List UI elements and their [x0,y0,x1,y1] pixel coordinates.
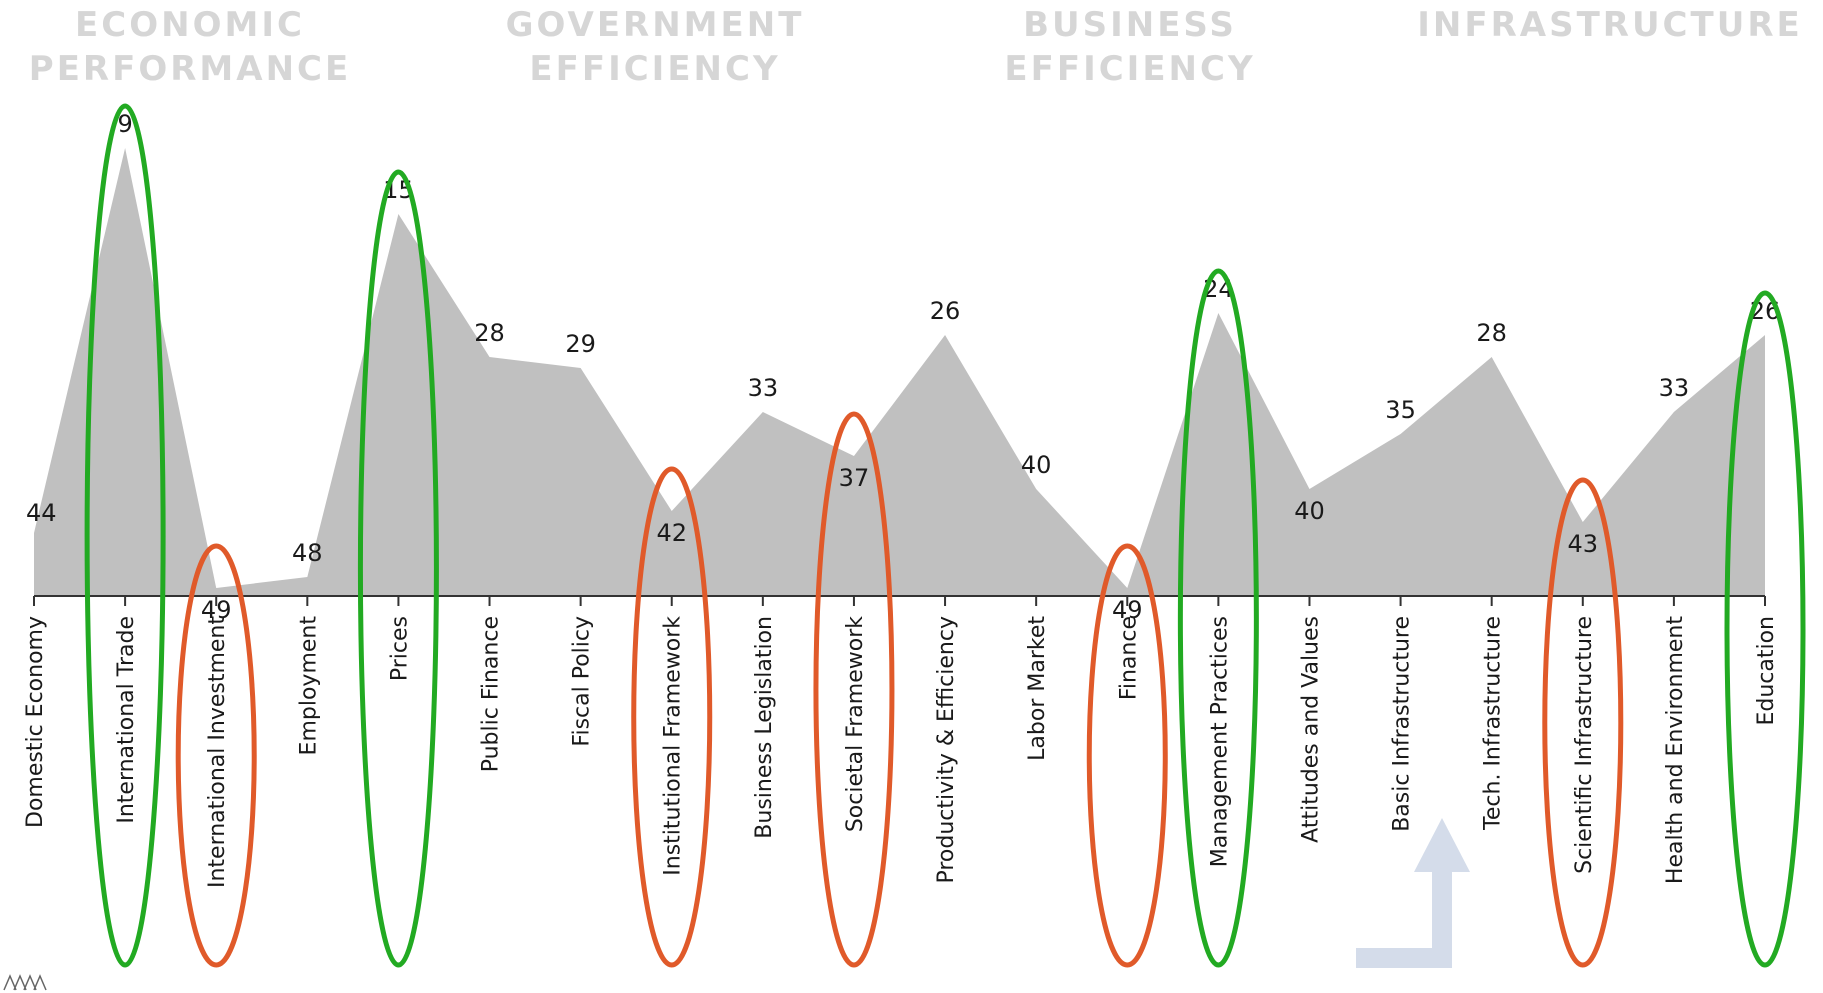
factor-header-economic-line2: PERFORMANCE [29,49,351,89]
weakness-highlight-ellipse [813,411,895,968]
value-label: 28 [1476,319,1507,347]
category-label: Fiscal Policy [570,616,595,747]
value-label: 42 [656,519,687,547]
value-label: 28 [474,319,505,347]
factor-header-government-line2: EFFICIENCY [529,49,780,89]
category-label: Societal Framework [843,616,868,832]
category-label: Management Practices [1207,616,1232,867]
value-label: 44 [26,499,57,527]
category-label: Education [1754,616,1779,726]
strength-highlight-ellipse [1177,268,1259,968]
value-label: 33 [748,374,779,402]
category-label: Prices [387,616,412,681]
category-labels: Domestic Economy International Trade Inter… [23,616,1779,888]
up-arrow-icon [1356,818,1470,968]
x-axis-ticks [33,596,1766,606]
factor-header-economic-line1: ECONOMIC [75,5,305,45]
category-label: Health and Environment [1663,616,1688,884]
factor-header-business-line1: BUSINESS [1023,5,1237,45]
category-label: International Investment [205,616,230,888]
category-label: Domestic Economy [23,616,48,828]
value-label: 40 [1021,451,1052,479]
category-label: Tech. Infrastructure [1481,616,1506,831]
weakness-highlight-ellipse [175,543,257,968]
value-label: 37 [839,464,870,492]
factor-headers: ECONOMIC PERFORMANCE GOVERNMENT EFFICIEN… [29,5,1802,89]
value-label: 49 [201,596,232,624]
category-label: Productivity & Efficiency [934,616,959,884]
value-label: 33 [1659,374,1690,402]
category-label: Attitudes and Values [1298,616,1323,843]
category-label: Public Finance [479,616,504,772]
value-label: 40 [1294,497,1325,525]
factor-header-government-line1: GOVERNMENT [506,5,805,45]
value-label: 43 [1568,530,1599,558]
category-label: Scientific Infrastructure [1572,616,1597,874]
category-label: Basic Infrastructure [1390,616,1415,832]
highlight-ellipses [84,103,1806,968]
strength-highlight-ellipse [357,169,439,968]
value-label: 29 [565,330,596,358]
strength-highlight-ellipse [1724,290,1806,968]
value-label: 26 [930,297,961,325]
strength-highlight-ellipse [84,103,166,968]
value-label: 48 [292,539,323,567]
category-label: Labor Market [1025,616,1050,761]
value-label: 35 [1385,396,1416,424]
weakness-highlight-ellipse [1542,477,1624,968]
category-label: International Trade [114,616,139,824]
logo-icon [3,974,47,991]
ranking-area [34,148,1765,596]
weakness-highlight-ellipse [631,466,713,968]
category-label: Institutional Framework [661,616,686,876]
factor-header-business-line2: EFFICIENCY [1004,49,1255,89]
category-label: Finance [1116,616,1141,700]
factor-header-infrastructure-line1: INFRASTRUCTURE [1417,5,1802,45]
value-label: 49 [1112,596,1143,624]
category-label: Employment [296,616,321,756]
value-label: 9 [117,110,132,138]
category-label: Business Legislation [752,616,777,839]
weakness-highlight-ellipse [1086,543,1168,968]
